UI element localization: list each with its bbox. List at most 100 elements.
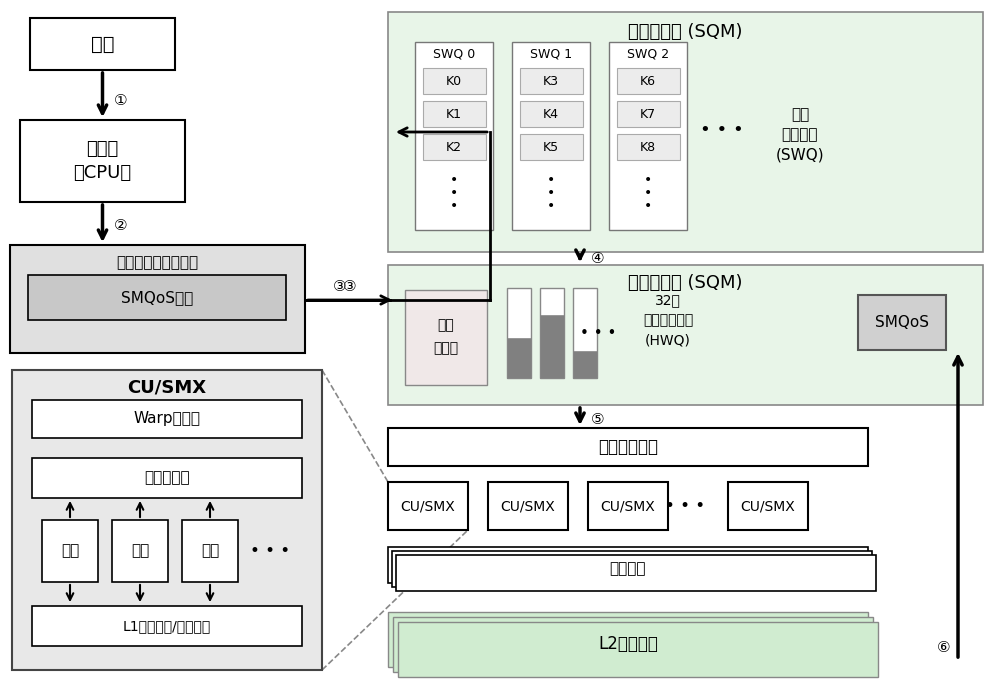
Text: CU/SMX: CU/SMX <box>741 499 795 513</box>
Bar <box>507 338 531 378</box>
Text: 应用: 应用 <box>91 34 114 54</box>
Bar <box>32 400 302 438</box>
Bar <box>32 606 302 646</box>
Text: •: • <box>450 199 458 213</box>
Bar <box>388 547 868 583</box>
Bar <box>616 68 680 94</box>
Text: • • •: • • • <box>250 542 290 560</box>
Text: ②: ② <box>114 218 127 232</box>
Bar <box>398 622 878 677</box>
Text: K4: K4 <box>543 107 559 121</box>
Text: •: • <box>547 199 555 213</box>
Text: 内核: 内核 <box>438 318 454 332</box>
Text: 流队列管理 (SQM): 流队列管理 (SQM) <box>628 23 743 41</box>
Text: 32个: 32个 <box>655 293 681 307</box>
Bar <box>388 482 468 530</box>
Bar <box>422 101 486 127</box>
Bar <box>507 288 531 378</box>
Text: 主机端: 主机端 <box>86 140 119 158</box>
Bar <box>30 18 175 70</box>
Text: 核心: 核心 <box>201 544 219 559</box>
Text: • • •: • • • <box>700 121 744 139</box>
Bar <box>396 555 876 591</box>
Text: •: • <box>644 186 652 200</box>
Text: (HWQ): (HWQ) <box>645 333 691 347</box>
Text: • • •: • • • <box>580 325 616 340</box>
Text: 运行时应用编程接口: 运行时应用编程接口 <box>116 256 199 271</box>
Bar <box>616 134 680 160</box>
Bar <box>520 101 582 127</box>
Bar <box>388 612 868 667</box>
Text: 寄存器文件: 寄存器文件 <box>144 471 190 486</box>
Bar <box>512 42 590 230</box>
Text: 工作队列: 工作队列 <box>782 127 818 143</box>
Bar <box>422 68 486 94</box>
Bar <box>415 42 493 230</box>
Text: K8: K8 <box>640 141 656 154</box>
Text: SMQoS接口: SMQoS接口 <box>121 290 193 305</box>
Text: •: • <box>450 173 458 187</box>
Text: 网格管理器 (SQM): 网格管理器 (SQM) <box>628 274 743 292</box>
Text: CU/SMX: CU/SMX <box>501 499 555 513</box>
Text: 软件: 软件 <box>791 107 809 123</box>
Text: ①: ① <box>114 92 127 107</box>
Bar <box>520 68 582 94</box>
Bar <box>609 42 687 230</box>
Text: SWQ 2: SWQ 2 <box>627 48 669 61</box>
Bar <box>42 520 98 582</box>
Text: （CPU）: （CPU） <box>73 164 132 182</box>
Text: ⑤: ⑤ <box>591 413 605 427</box>
Text: ③: ③ <box>333 278 347 294</box>
Text: •: • <box>547 173 555 187</box>
Text: •: • <box>644 199 652 213</box>
Text: SWQ 1: SWQ 1 <box>530 48 572 61</box>
Bar <box>12 370 322 670</box>
Text: K2: K2 <box>446 141 462 154</box>
Bar <box>182 520 238 582</box>
Bar <box>28 275 286 320</box>
Text: K5: K5 <box>543 141 559 154</box>
Text: K3: K3 <box>543 74 559 88</box>
Text: •: • <box>547 186 555 200</box>
Bar <box>10 245 305 353</box>
Bar <box>728 482 808 530</box>
Text: •: • <box>644 173 652 187</box>
Bar <box>393 617 873 672</box>
Bar <box>540 315 564 378</box>
Text: L1高速缓存/共享内存: L1高速缓存/共享内存 <box>123 619 211 633</box>
Text: •: • <box>450 186 458 200</box>
Text: SMQoS: SMQoS <box>875 315 929 330</box>
Bar <box>540 288 564 378</box>
Bar <box>388 265 983 405</box>
Bar <box>405 290 487 385</box>
Text: SWQ 0: SWQ 0 <box>433 48 475 61</box>
Text: ⑥: ⑥ <box>937 641 951 655</box>
Bar <box>32 458 302 498</box>
Text: K1: K1 <box>446 107 462 121</box>
Bar <box>588 482 668 530</box>
Text: CU/SMX: CU/SMX <box>601 499 655 513</box>
Bar <box>488 482 568 530</box>
Text: K6: K6 <box>640 74 656 88</box>
Text: ③: ③ <box>343 278 357 294</box>
Text: 核心: 核心 <box>131 544 149 559</box>
Bar <box>388 12 983 252</box>
Text: K7: K7 <box>640 107 656 121</box>
Text: 等待池: 等待池 <box>433 341 459 355</box>
Bar <box>20 120 185 202</box>
Text: 核心: 核心 <box>61 544 79 559</box>
Text: (SWQ): (SWQ) <box>776 147 824 163</box>
Text: 互连网络: 互连网络 <box>610 562 646 577</box>
Text: L2高速缓存: L2高速缓存 <box>598 635 658 653</box>
Bar <box>392 551 872 587</box>
Text: 线程块调度器: 线程块调度器 <box>598 438 658 456</box>
Bar <box>858 295 946 350</box>
Bar <box>422 134 486 160</box>
Bar <box>616 101 680 127</box>
Text: CU/SMX: CU/SMX <box>127 379 207 397</box>
Text: CU/SMX: CU/SMX <box>401 499 455 513</box>
Text: 硬件工作队列: 硬件工作队列 <box>643 313 693 327</box>
Text: Warp调度器: Warp调度器 <box>134 411 200 426</box>
Bar <box>573 288 597 378</box>
Text: K0: K0 <box>446 74 462 88</box>
